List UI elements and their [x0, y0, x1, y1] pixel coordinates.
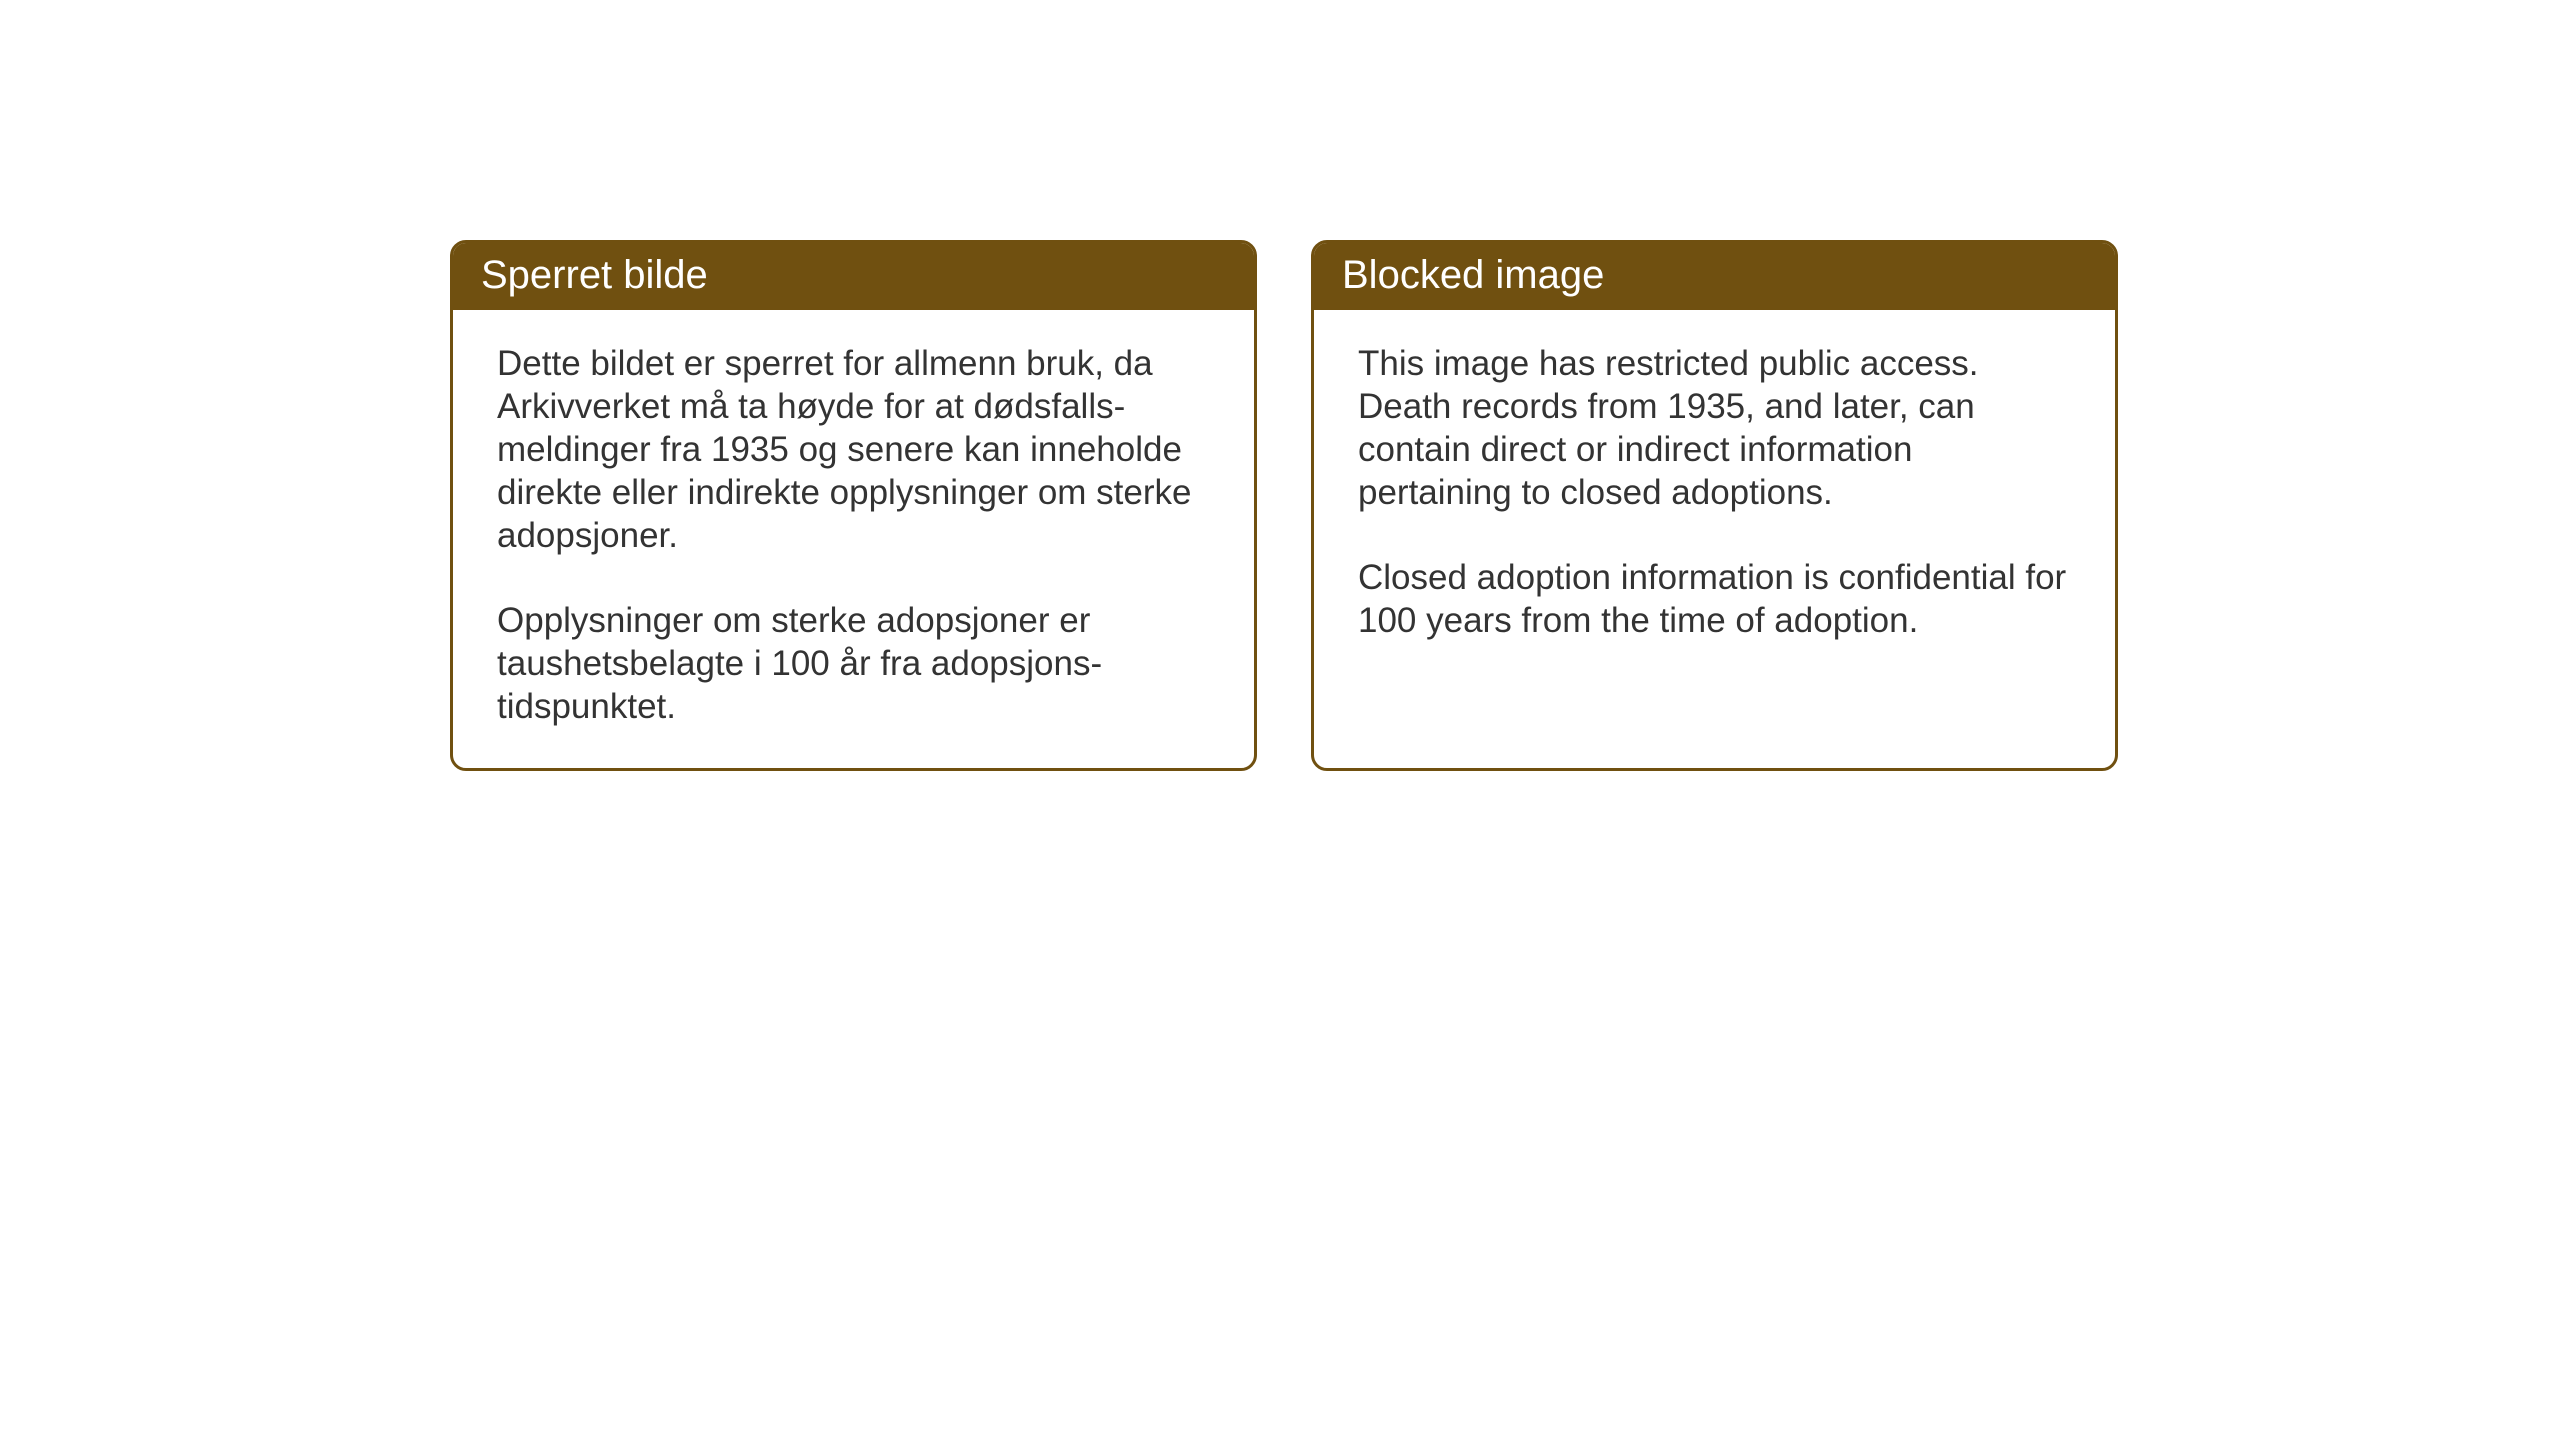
notice-cards-container: Sperret bilde Dette bildet er sperret fo… [450, 240, 2118, 771]
norwegian-card-title: Sperret bilde [453, 243, 1254, 310]
english-paragraph-1: This image has restricted public access.… [1358, 342, 2071, 514]
english-card-title: Blocked image [1314, 243, 2115, 310]
norwegian-notice-card: Sperret bilde Dette bildet er sperret fo… [450, 240, 1257, 771]
norwegian-paragraph-1: Dette bildet er sperret for allmenn bruk… [497, 342, 1210, 557]
english-card-body: This image has restricted public access.… [1314, 310, 2115, 682]
norwegian-card-body: Dette bildet er sperret for allmenn bruk… [453, 310, 1254, 768]
english-paragraph-2: Closed adoption information is confident… [1358, 556, 2071, 642]
norwegian-paragraph-2: Opplysninger om sterke adopsjoner er tau… [497, 599, 1210, 728]
english-notice-card: Blocked image This image has restricted … [1311, 240, 2118, 771]
